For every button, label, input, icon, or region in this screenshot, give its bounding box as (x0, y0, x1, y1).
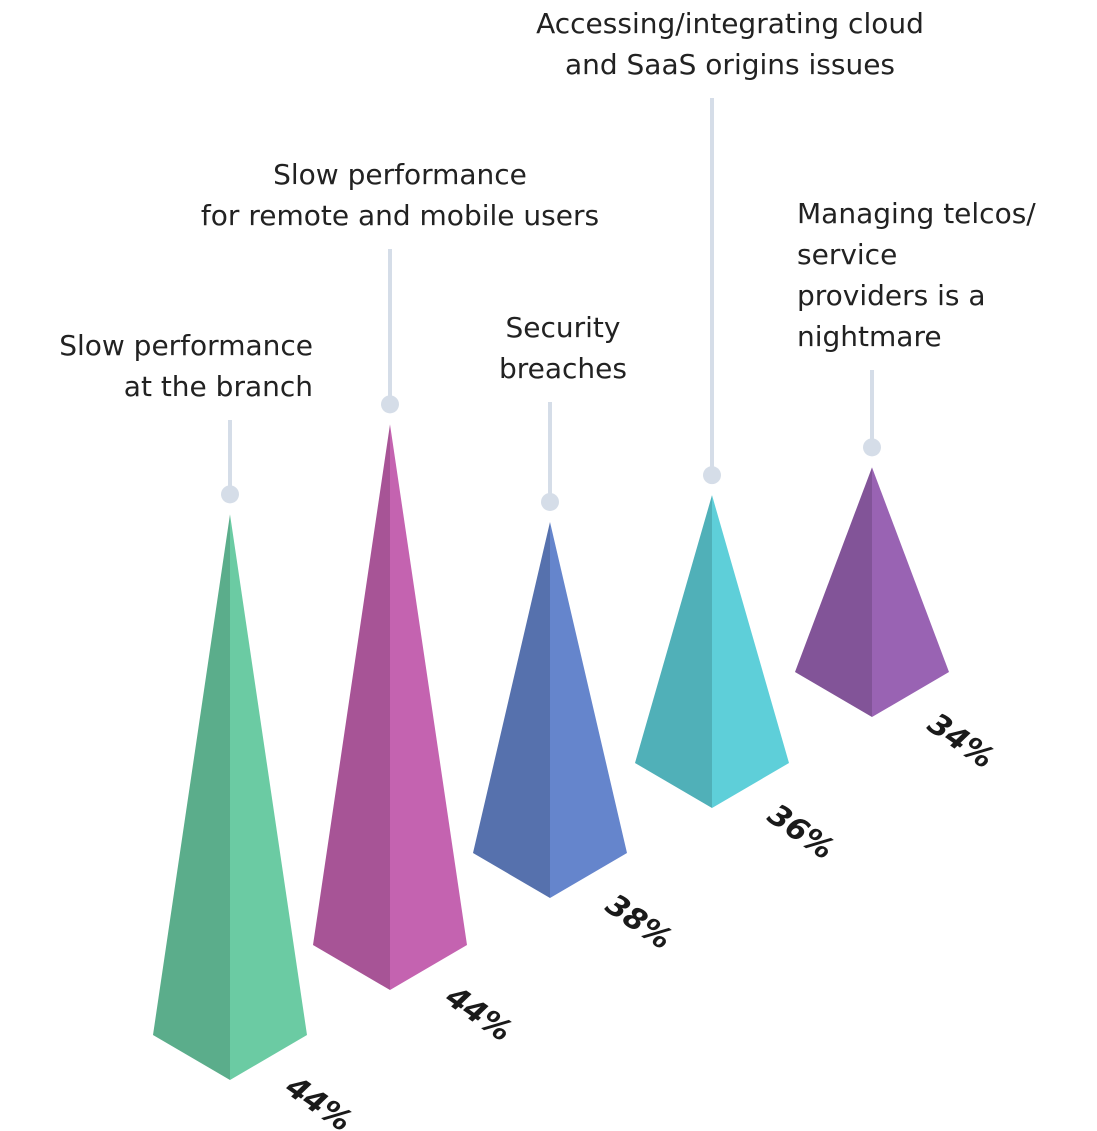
connector-dot (221, 485, 239, 504)
category-label: Managing telcos/ (797, 197, 1036, 230)
category-label: service (797, 238, 897, 271)
category-label: nightmare (797, 320, 942, 353)
category-label: Slow performance (273, 158, 527, 191)
pyramid-left-face (473, 521, 550, 898)
value-label: 36% (761, 797, 840, 867)
pyramid-right-face (872, 467, 949, 717)
pyramid-right-face (230, 514, 307, 1080)
connector-dot (863, 438, 881, 457)
category-label: for remote and mobile users (201, 199, 599, 232)
category-label: and SaaS origins issues (565, 48, 895, 81)
pyramid-left-face (795, 467, 872, 717)
category-label: Security (506, 311, 621, 344)
pyramid-left-face (635, 495, 712, 808)
category-label: breaches (499, 352, 627, 385)
value-label: 44% (278, 1069, 358, 1131)
value-label: 34% (921, 706, 1000, 776)
connector-dot (703, 466, 721, 485)
category-label: at the branch (124, 370, 313, 403)
category-label: Accessing/integrating cloud (536, 7, 924, 40)
value-label: 44% (438, 979, 518, 1049)
pyramid-right-face (550, 521, 627, 898)
connector-dot (381, 395, 399, 414)
pyramid-left-face (313, 424, 390, 990)
connector-dot (541, 492, 559, 511)
category-label: Slow performance (59, 329, 313, 362)
pyramid-right-face (712, 495, 789, 808)
category-label: providers is a (797, 279, 986, 312)
pyramid-left-face (153, 514, 230, 1080)
value-label: 38% (599, 887, 678, 957)
pyramid-right-face (390, 424, 467, 990)
